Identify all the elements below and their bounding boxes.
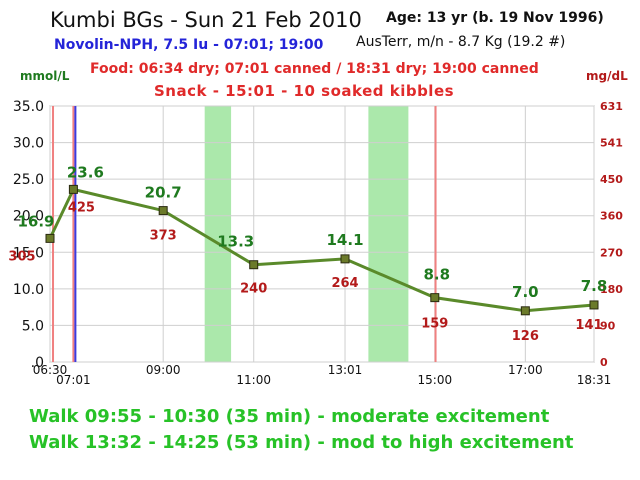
- bg-mmol-label: 23.6: [67, 163, 104, 181]
- food-info: Food: 06:34 dry; 07:01 canned / 18:31 dr…: [90, 61, 539, 77]
- y-tick-label: 20.0: [13, 209, 44, 225]
- walk-note-1: Walk 09:55 - 10:30 (35 min) - moderate e…: [29, 406, 550, 427]
- y-tick-label: 15.0: [13, 245, 44, 261]
- bg-mmol-label: 7.8: [581, 277, 608, 295]
- y2-tick-label: 180: [600, 283, 623, 296]
- bg-mmol-label: 16.9: [17, 212, 54, 230]
- y-axis-label-mmol: mmol/L: [20, 69, 70, 83]
- y2-tick-label: 450: [600, 173, 623, 186]
- bg-mgdl-label: 240: [240, 282, 267, 297]
- insulin-info: Novolin-NPH, 7.5 Iu - 07:01; 19:00: [54, 37, 324, 53]
- y2-tick-label: 631: [600, 100, 623, 113]
- bg-data-point: [430, 293, 440, 303]
- bg-mgdl-label: 159: [421, 317, 448, 332]
- x-tick-label: 15:00: [418, 373, 453, 387]
- x-tick-label: 06:30: [33, 363, 68, 377]
- y2-tick-label: 0: [600, 356, 608, 369]
- bg-mgdl-label: 305: [8, 249, 35, 264]
- bg-data-point: [520, 306, 530, 316]
- bg-data-point: [249, 260, 259, 270]
- y-tick-label: 10.0: [13, 282, 44, 298]
- x-tick-label: 09:00: [146, 363, 181, 377]
- y-tick-label: 30.0: [13, 136, 44, 152]
- bg-mgdl-label: 141: [575, 318, 602, 333]
- bg-data-point: [158, 206, 168, 216]
- bg-mmol-label: 14.1: [327, 231, 364, 249]
- bg-mgdl-label: 126: [512, 329, 539, 344]
- y-axis-label-mgdl: mg/dL: [586, 69, 628, 83]
- age-info: Age: 13 yr (b. 19 Nov 1996): [386, 10, 604, 26]
- x-tick-label: 07:01: [56, 373, 91, 387]
- bg-data-point: [45, 233, 55, 243]
- x-tick-label: 13:01: [328, 363, 363, 377]
- y-tick-label: 5.0: [22, 318, 44, 334]
- x-tick-label: 17:00: [508, 363, 543, 377]
- y2-tick-label: 270: [600, 246, 623, 259]
- weight-info: AusTerr, m/n - 8.7 Kg (19.2 #): [356, 34, 566, 50]
- bg-mgdl-label: 373: [150, 229, 177, 244]
- bg-mmol-label: 20.7: [145, 184, 182, 202]
- bg-mmol-label: 8.8: [424, 266, 451, 284]
- walk-band-1: [204, 106, 232, 362]
- plot-area: [49, 105, 595, 363]
- y-tick-label: 35.0: [13, 99, 44, 115]
- walk-note-2: Walk 13:32 - 14:25 (53 min) - mod to hig…: [29, 432, 574, 453]
- bg-series-line: [48, 187, 595, 313]
- y2-tick-label: 541: [600, 137, 623, 150]
- bg-mmol-label: 13.3: [217, 233, 254, 251]
- x-tick-label: 18:31: [577, 373, 612, 387]
- bg-data-point: [589, 300, 599, 310]
- y-tick-label: .0: [31, 355, 44, 371]
- bg-mgdl-label: 264: [331, 276, 358, 291]
- bg-mmol-label: 7.0: [512, 283, 539, 301]
- y2-tick-label: 360: [600, 210, 623, 223]
- y2-tick-label: 90: [600, 319, 616, 332]
- walk-band-2: [368, 106, 409, 362]
- chart-title: Kumbi BGs - Sun 21 Feb 2010: [50, 8, 362, 32]
- bg-data-point: [68, 184, 78, 194]
- bg-data-point: [340, 254, 350, 264]
- snack-info: Snack - 15:01 - 10 soaked kibbles: [154, 82, 455, 100]
- x-tick-label: 11:00: [236, 373, 271, 387]
- y-tick-label: 25.0: [13, 172, 44, 188]
- bg-mgdl-label: 425: [68, 200, 95, 215]
